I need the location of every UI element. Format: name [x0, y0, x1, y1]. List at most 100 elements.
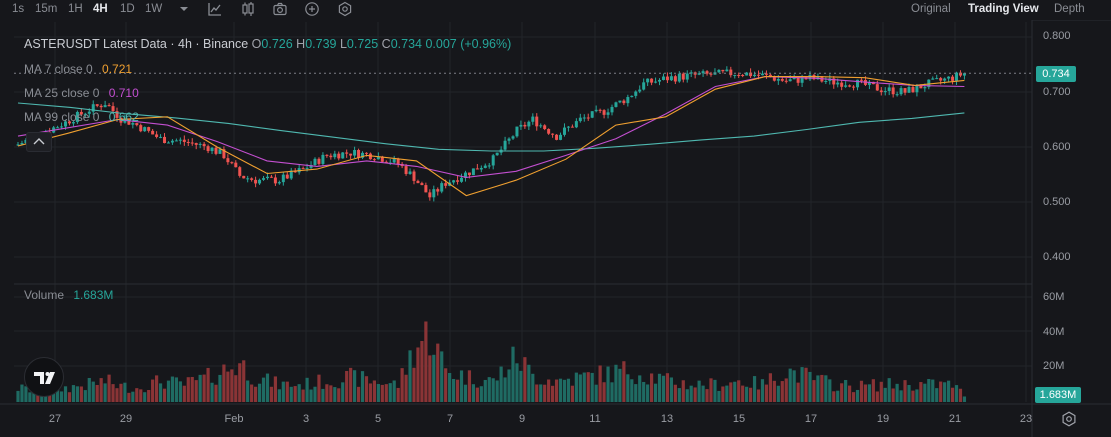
volume-bar	[487, 377, 491, 402]
camera-icon[interactable]	[272, 1, 288, 17]
candle-body	[951, 76, 955, 81]
candle-body	[463, 172, 467, 178]
candle-body	[210, 147, 214, 152]
volume-bar	[725, 385, 729, 402]
candle-body	[574, 121, 578, 128]
timeframe-1h[interactable]: 1H	[68, 3, 83, 15]
candle-body	[218, 149, 222, 154]
candle-body	[115, 111, 119, 118]
candle-body	[650, 78, 654, 83]
candle-chart-icon[interactable]	[240, 1, 256, 17]
candle-body	[958, 72, 962, 76]
ma25-line	[17, 76, 965, 178]
candle-body	[867, 81, 871, 85]
volume-bar	[768, 373, 772, 402]
volume-bar	[871, 379, 875, 402]
candle-body	[483, 165, 487, 168]
candle-body	[665, 76, 669, 81]
time-tick-label: 17	[805, 413, 817, 425]
candle-body	[891, 87, 895, 95]
gear-icon[interactable]	[1061, 411, 1077, 427]
candle-body	[602, 110, 606, 115]
volume-bar	[590, 372, 594, 402]
volume-bar	[669, 377, 673, 402]
volume-bar	[412, 367, 416, 402]
candle-body	[194, 143, 198, 145]
candle-body	[139, 125, 143, 132]
candle-body	[135, 123, 139, 126]
candle-body	[523, 124, 527, 127]
volume-bar	[91, 381, 95, 402]
candle-body	[357, 149, 361, 158]
volume-bar	[610, 382, 614, 402]
candle-body	[630, 95, 634, 98]
candle-body	[452, 180, 456, 183]
volume-bar	[749, 387, 753, 402]
volume-bar	[479, 386, 483, 402]
volume-bar	[448, 372, 452, 402]
volume-bar	[939, 381, 943, 402]
volume-bar	[301, 389, 305, 402]
volume-bar	[919, 382, 923, 402]
candle-body	[689, 72, 693, 74]
ma99-legend[interactable]: MA 99 close 0 0.662	[24, 110, 139, 124]
volume-bar	[388, 383, 392, 402]
candle-body	[416, 180, 420, 184]
volume-bar	[372, 380, 376, 402]
volume-bar	[194, 380, 198, 402]
timeframe-4h[interactable]: 4H	[93, 3, 108, 15]
candle-body	[836, 82, 840, 85]
candle-body	[507, 138, 511, 141]
volume-bar	[408, 350, 412, 402]
plus-circle-icon[interactable]	[304, 1, 320, 17]
timeframe-1s[interactable]: 1s	[12, 3, 25, 15]
volume-bar	[115, 388, 119, 402]
view-original[interactable]: Original	[911, 3, 951, 15]
candle-body	[749, 72, 753, 77]
volume-bar	[321, 388, 325, 402]
volume-bar	[495, 380, 499, 402]
volume-bar	[638, 375, 642, 402]
settings-hex-icon[interactable]	[337, 1, 353, 17]
volume-bar	[123, 382, 127, 402]
volume-bar	[147, 389, 151, 402]
volume-bar	[380, 384, 384, 402]
chevron-up-icon	[33, 138, 45, 145]
timeframe-1d[interactable]: 1D	[120, 3, 135, 15]
time-tick-label: 15	[733, 413, 745, 425]
volume-bar	[32, 390, 36, 402]
candle-body	[725, 69, 729, 72]
volume-bar	[863, 384, 868, 402]
volume-bar	[341, 382, 345, 402]
timeframe-15m[interactable]: 15m	[35, 3, 58, 15]
timeframe-1w[interactable]: 1W	[145, 3, 163, 15]
collapse-legend-button[interactable]	[26, 132, 52, 152]
volume-bar	[242, 360, 246, 402]
volume-bar	[855, 389, 860, 402]
volume-bar	[360, 371, 365, 402]
chevron-down-icon[interactable]	[176, 1, 192, 17]
candle-body	[329, 155, 333, 158]
candle-body	[265, 176, 269, 179]
volume-bar	[404, 374, 408, 402]
view-depth[interactable]: Depth	[1054, 3, 1085, 15]
volume-bar	[911, 390, 915, 402]
open-key: O	[251, 37, 262, 51]
view-trading-view[interactable]: Trading View	[968, 3, 1039, 15]
candle-body	[555, 134, 559, 140]
ma7-legend[interactable]: MA 7 close 0 0.721	[24, 62, 132, 76]
candle-body	[56, 127, 60, 129]
line-chart-icon[interactable]	[207, 1, 223, 17]
toolbar: 1s 15m 1H 4H 1D 1W Original Trading View…	[0, 0, 1111, 20]
tradingview-logo[interactable]	[24, 357, 64, 397]
volume-bar	[614, 364, 618, 402]
volume-bar	[416, 347, 420, 402]
ma25-legend[interactable]: MA 25 close 0 0.710	[24, 86, 139, 100]
volume-bar	[539, 384, 543, 402]
volume-bar	[800, 367, 804, 402]
candle-body	[741, 75, 745, 77]
volume-bar	[135, 388, 139, 402]
volume-bar	[804, 367, 808, 402]
volume-value: 1.683M	[73, 288, 114, 302]
